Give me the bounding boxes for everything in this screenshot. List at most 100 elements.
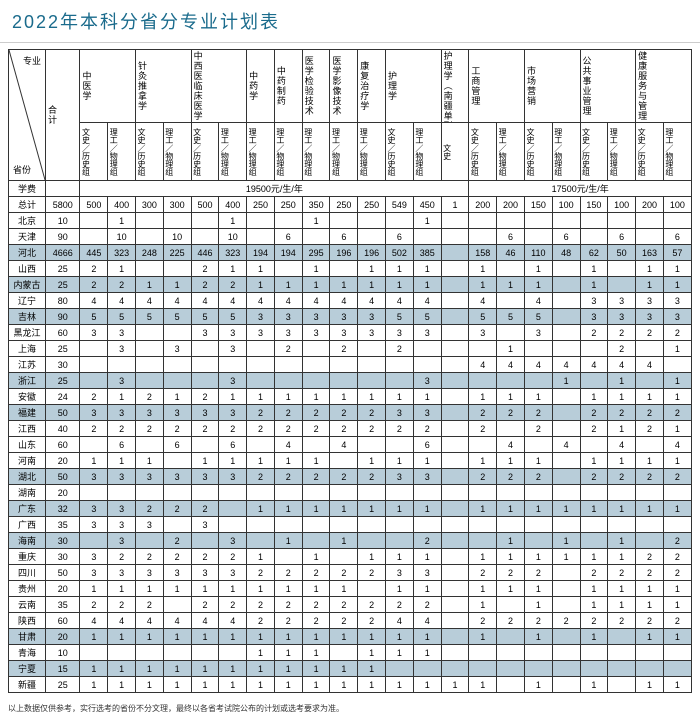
data-cell: 2 [580,325,608,341]
data-cell: 1 [663,389,691,405]
data-cell [274,261,302,277]
data-cell: 3 [108,325,136,341]
data-cell: 2 [274,565,302,581]
sub-header: 理工／物理组 [247,123,275,181]
data-cell: 3 [191,469,219,485]
data-cell [580,485,608,501]
data-cell: 1 [608,373,636,389]
data-cell [163,517,191,533]
sub-header: 理工／物理组 [163,123,191,181]
data-cell: 500 [191,197,219,213]
data-cell: 3 [108,341,136,357]
data-cell: 60 [46,325,80,341]
data-cell: 2 [580,405,608,421]
data-cell: 90 [46,229,80,245]
data-cell [191,645,219,661]
data-cell: 2 [663,565,691,581]
data-cell: 2 [469,421,497,437]
data-cell: 3 [524,325,552,341]
province-cell: 甘肃 [9,629,46,645]
data-cell: 1 [247,453,275,469]
data-cell [247,437,275,453]
data-cell [608,661,636,677]
data-cell: 3 [274,325,302,341]
data-cell: 400 [108,197,136,213]
data-cell: 60 [46,437,80,453]
data-cell: 1 [191,661,219,677]
data-cell: 2 [80,421,108,437]
data-cell: 250 [274,197,302,213]
data-cell: 4 [469,293,497,309]
data-cell: 3 [163,341,191,357]
data-cell [580,517,608,533]
data-cell [497,485,525,501]
data-cell: 10 [219,229,247,245]
data-cell [358,581,386,597]
data-cell [524,341,552,357]
data-cell [469,661,497,677]
data-cell: 2 [413,421,441,437]
data-cell: 1 [274,677,302,693]
data-cell: 400 [219,197,247,213]
data-cell: 2 [358,597,386,613]
province-cell: 北京 [9,213,46,229]
data-cell: 323 [108,245,136,261]
data-cell: 200 [497,197,525,213]
data-cell: 110 [524,245,552,261]
data-cell: 48 [552,245,580,261]
data-cell [386,533,414,549]
data-cell: 2 [636,565,664,581]
data-cell: 4 [330,437,358,453]
data-cell [441,485,469,501]
page-title: 2022年本科分省分专业计划表 [0,0,700,43]
data-cell [441,325,469,341]
data-cell: 1 [358,661,386,677]
province-cell: 河南 [9,453,46,469]
data-cell: 1 [386,277,414,293]
data-cell [80,373,108,389]
data-cell [497,325,525,341]
data-cell: 2 [330,565,358,581]
sub-header: 文史／历史组 [136,123,164,181]
data-cell: 1 [136,629,164,645]
data-cell: 1 [663,677,691,693]
data-cell [580,213,608,229]
data-cell: 2 [413,533,441,549]
province-cell: 海南 [9,533,46,549]
data-cell [497,373,525,389]
data-cell: 300 [136,197,164,213]
data-cell [302,437,330,453]
data-cell [608,261,636,277]
data-cell: 1 [136,661,164,677]
data-cell: 1 [330,389,358,405]
data-cell: 3 [386,565,414,581]
data-cell: 4 [552,357,580,373]
data-cell [497,645,525,661]
data-cell: 6 [108,437,136,453]
data-cell: 1 [636,389,664,405]
data-cell [358,213,386,229]
data-cell: 4 [163,293,191,309]
data-cell: 4 [497,437,525,453]
data-cell: 2 [136,389,164,405]
data-cell [386,661,414,677]
data-cell: 1 [330,581,358,597]
data-cell: 1 [247,629,275,645]
data-cell: 2 [469,565,497,581]
data-cell [636,645,664,661]
data-cell [552,453,580,469]
major-header: 医学影像技术 [330,50,358,123]
data-cell: 1 [274,581,302,597]
data-cell: 3 [274,309,302,325]
data-cell: 20 [46,629,80,645]
data-cell: 4 [274,437,302,453]
data-cell: 2 [274,613,302,629]
data-cell: 1 [608,453,636,469]
data-cell: 2 [191,389,219,405]
data-cell: 1 [663,501,691,517]
data-cell [108,485,136,501]
data-cell: 2 [302,421,330,437]
data-cell: 1 [386,629,414,645]
data-cell: 2 [191,261,219,277]
data-cell [330,485,358,501]
